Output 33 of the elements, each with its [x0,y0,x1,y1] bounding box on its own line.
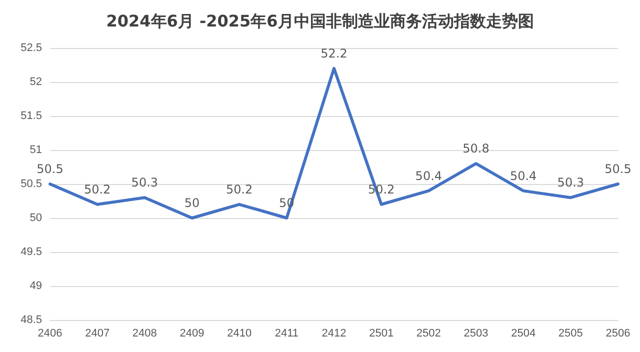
y-tick-label: 49.5 [20,246,42,258]
data-label: 50.3 [131,176,158,190]
x-tick-label: 2411 [274,328,298,340]
y-tick-label: 52.5 [20,42,42,54]
x-tick-label: 2407 [85,328,110,340]
data-label: 50.2 [84,182,111,196]
data-label: 50.2 [226,182,253,196]
data-label: 50.8 [462,142,490,156]
x-tick-label: 2409 [180,328,204,340]
x-tick-label: 2412 [322,328,346,340]
y-tick-label: 50.5 [20,178,42,190]
x-tick-label: 2502 [416,328,441,340]
y-tick-label: 51 [30,144,42,156]
x-tick-label: 2501 [369,328,394,340]
y-tick-label: 52 [30,76,42,88]
x-tick-label: 2506 [606,328,630,340]
data-label: 50.5 [604,162,632,176]
x-tick-label: 2408 [132,328,157,340]
y-tick-label: 49 [30,280,42,292]
x-tick-label: 2410 [227,328,252,340]
data-label: 50.4 [510,168,537,183]
x-tick-label: 2504 [511,328,536,340]
chart-title: 2024年6月 -2025年6月中国非制造业商务活动指数走势图 [106,12,534,30]
x-tick-label: 2503 [464,328,488,340]
data-label: 50 [184,196,200,210]
x-tick-label: 2406 [38,328,62,340]
y-tick-label: 51.5 [20,110,42,122]
data-label: 50.3 [557,176,584,190]
data-label: 52.2 [320,46,348,60]
y-tick-label: 50 [30,212,42,224]
data-label: 50.4 [415,168,442,183]
x-tick-label: 2505 [558,328,583,340]
y-tick-label: 48.5 [20,314,42,326]
